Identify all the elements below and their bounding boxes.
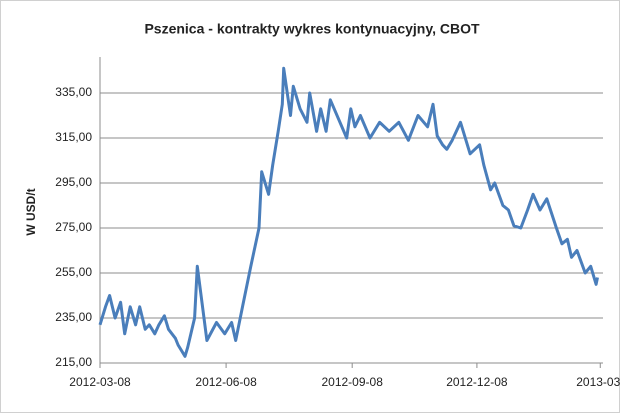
y-tick-label: 275,00 [55, 220, 92, 234]
y-tick-label: 235,00 [55, 310, 92, 324]
price-line [98, 66, 599, 358]
y-tick-label: 335,00 [55, 85, 92, 99]
chart-title: Pszenica - kontrakty wykres kontynuacyjn… [144, 21, 480, 37]
y-axis-label: W USD/t [24, 188, 38, 235]
x-tick-label: 2012-09-08 [321, 375, 383, 389]
y-tick-label: 295,00 [55, 175, 92, 189]
y-tick-label: 315,00 [55, 130, 92, 144]
y-tick-label: 255,00 [55, 265, 92, 279]
x-tick-label: 2012-03-08 [69, 375, 131, 389]
y-tick-label: 215,00 [55, 355, 92, 369]
x-tick-label: 2013-03- [576, 375, 620, 389]
x-tick-label: 2012-06-08 [195, 375, 257, 389]
x-tick-label: 2012-12-08 [446, 375, 508, 389]
